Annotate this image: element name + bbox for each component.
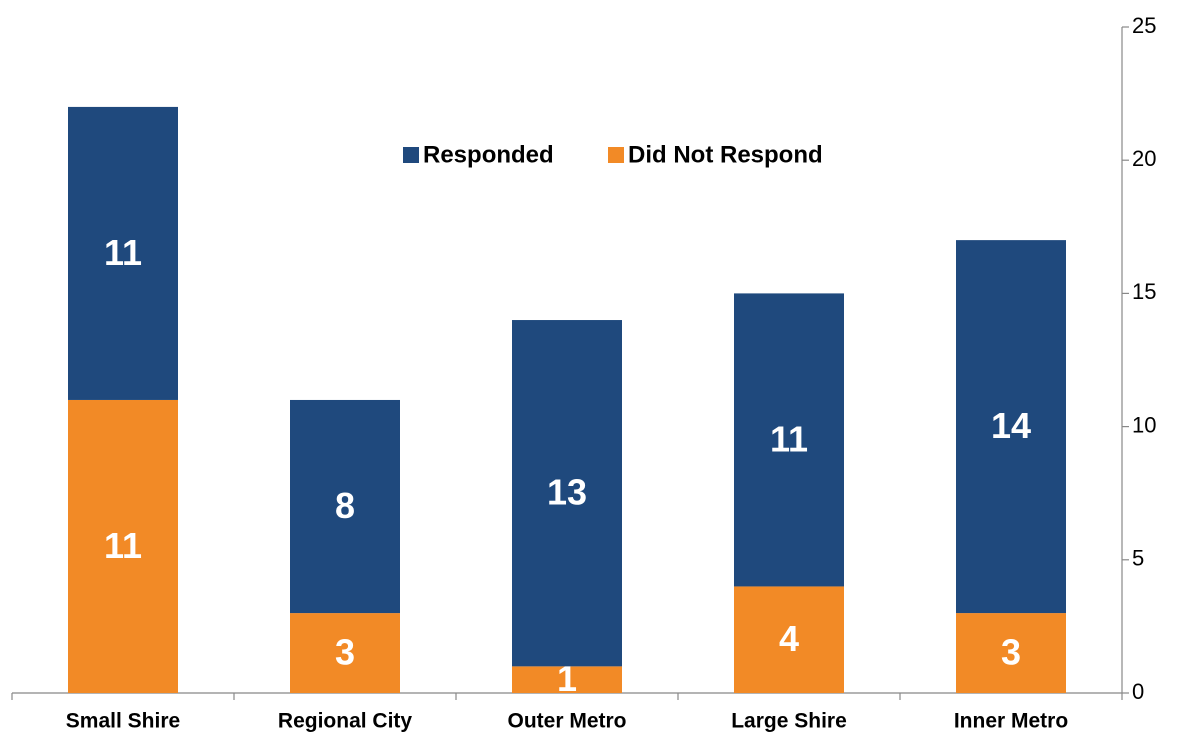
bar-segment <box>290 613 400 693</box>
legend-swatch <box>403 147 419 163</box>
data-label: 11 <box>104 232 142 273</box>
bar-segment <box>512 320 622 667</box>
x-tick-label: Regional City <box>278 710 413 733</box>
y-tick-label: 10 <box>1132 412 1156 437</box>
x-tick-label: Inner Metro <box>954 710 1068 733</box>
bar-segment <box>956 613 1066 693</box>
x-tick-label: Outer Metro <box>507 710 626 733</box>
legend-label: Did Not Respond <box>628 141 823 168</box>
data-label: 1 <box>557 658 577 699</box>
bar-segment <box>290 399 400 614</box>
data-label: 14 <box>991 405 1031 446</box>
data-label: 4 <box>779 618 799 659</box>
bar-segment <box>734 293 844 587</box>
bar-segment <box>512 666 622 693</box>
y-tick-label: 0 <box>1132 679 1144 704</box>
x-tick-label: Small Shire <box>66 710 180 733</box>
data-label: 8 <box>335 485 355 526</box>
y-tick-label: 5 <box>1132 546 1144 571</box>
y-tick-label: 20 <box>1132 146 1156 171</box>
data-label: 13 <box>547 472 587 513</box>
x-tick-label: Large Shire <box>731 710 847 733</box>
data-label: 3 <box>1001 632 1021 673</box>
data-label: 11 <box>104 525 142 566</box>
bar-segment <box>68 106 178 400</box>
legend-swatch <box>608 147 624 163</box>
legend-label: Responded <box>423 141 554 168</box>
data-label: 3 <box>335 632 355 673</box>
y-tick-label: 15 <box>1132 279 1156 304</box>
y-tick-label: 25 <box>1132 13 1156 38</box>
bar-segment <box>734 586 844 693</box>
bar-segment <box>956 240 1066 614</box>
bar-segment <box>68 399 178 693</box>
data-label: 11 <box>770 418 808 459</box>
